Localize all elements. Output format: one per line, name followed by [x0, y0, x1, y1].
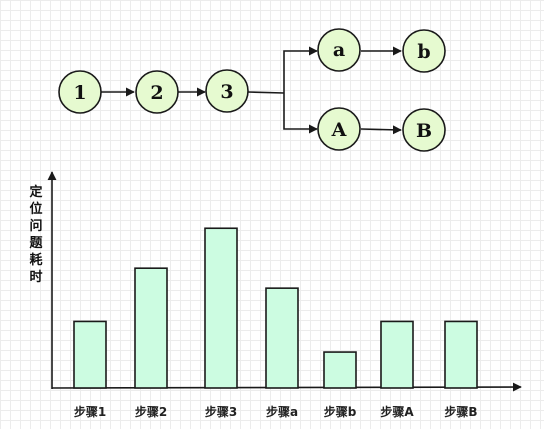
- bar-2: [134, 267, 168, 389]
- x-tick-label: 步骤B: [444, 404, 477, 419]
- node-3-circle: [205, 69, 249, 113]
- bar-5: [323, 351, 357, 389]
- edge-3-a: [283, 46, 318, 93]
- bar-3: [204, 227, 238, 389]
- x-tick-label: 步骤A: [380, 404, 414, 419]
- node-B-label: B: [416, 120, 432, 142]
- bar-1: [73, 320, 107, 389]
- bar-4: [265, 287, 299, 389]
- node-1-circle: [58, 70, 102, 114]
- node-a: a: [317, 28, 361, 72]
- bars: [73, 227, 478, 389]
- y-axis-label: 定位问题耗时: [28, 184, 43, 285]
- bar-chart: 定位问题耗时 步骤1 步骤2 步骤3 步骤a 步骤b 步骤A 步骤B: [28, 171, 522, 419]
- node-b-label: b: [417, 41, 430, 63]
- node-A-circle: [317, 107, 361, 151]
- y-axis-label-text: 定位问题耗时: [28, 184, 43, 285]
- node-A-label: A: [331, 119, 347, 141]
- edge-3-junction: [247, 91, 285, 94]
- node-B-circle: [402, 108, 446, 152]
- node-a-label: a: [333, 39, 345, 61]
- node-2: 2: [135, 70, 179, 114]
- node-2-circle: [135, 70, 179, 114]
- edge-3-A: [283, 93, 318, 134]
- node-B: B: [402, 108, 446, 152]
- x-tick-labels: 步骤1 步骤2 步骤3 步骤a 步骤b 步骤A 步骤B: [74, 404, 478, 419]
- x-tick-label: 步骤2: [135, 404, 167, 419]
- bar-6: [380, 320, 414, 389]
- node-a-circle: [317, 28, 361, 72]
- node-A: A: [317, 107, 361, 151]
- node-b-circle: [402, 29, 446, 73]
- edge-A-B: [360, 125, 402, 135]
- flow-diagram: 1 2 3 a b A B: [58, 28, 446, 152]
- x-tick-label: 步骤1: [74, 404, 106, 419]
- x-tick-label: 步骤3: [205, 404, 237, 419]
- node-3: 3: [205, 69, 249, 113]
- x-tick-label: 步骤a: [266, 404, 298, 419]
- node-1: 1: [58, 70, 102, 114]
- node-1-label: 1: [73, 82, 86, 104]
- node-b: b: [402, 29, 446, 73]
- x-tick-label: 步骤b: [324, 404, 357, 419]
- node-2-label: 2: [150, 82, 163, 104]
- node-3-label: 3: [220, 81, 233, 103]
- bar-7: [444, 320, 478, 389]
